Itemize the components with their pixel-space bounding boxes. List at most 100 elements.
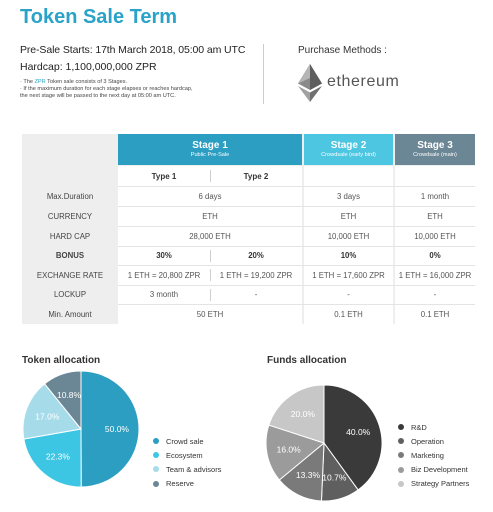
type2-label: Type 2 bbox=[243, 171, 269, 181]
table-cell: ETH bbox=[340, 211, 357, 221]
legend-swatch bbox=[398, 452, 404, 459]
legend-label: Strategy Partners bbox=[411, 479, 470, 489]
token-allocation-title: Token allocation bbox=[22, 355, 101, 366]
legend-label: R&D bbox=[411, 422, 427, 432]
row-divider bbox=[118, 304, 475, 305]
table-cell: 1 month bbox=[420, 191, 450, 201]
token-allocation-legend: Crowd sale Ecosystem Team & advisors Reserv… bbox=[153, 434, 221, 491]
presale-start: Pre-Sale Starts: 17th March 2018, 05:00 … bbox=[20, 44, 246, 56]
legend-item: Strategy Partners bbox=[398, 477, 469, 491]
stage-subtitle: Crowdsale (main) bbox=[413, 152, 457, 158]
token-sale-table: Stage 1 Public Pre-Sale Stage 2 Crowdsal… bbox=[22, 134, 475, 324]
note-line: · If the maximum duration for each stage… bbox=[20, 86, 193, 92]
legend-swatch bbox=[153, 452, 159, 459]
table-cell: 1 ETH = 17,600 ZPR bbox=[312, 270, 385, 280]
row-label-min-amount: Min. Amount bbox=[48, 309, 92, 319]
pie-slice-crowd-sale bbox=[80, 370, 140, 488]
pie-label: 13.3% bbox=[296, 470, 321, 480]
row-label-bonus: BONUS bbox=[55, 251, 85, 260]
stage1-header: Stage 1 Public Pre-Sale bbox=[118, 134, 302, 165]
note-line: the next stage will be passed to the nex… bbox=[20, 93, 176, 99]
row-label-currency: CURRENCY bbox=[47, 211, 93, 221]
legend-swatch bbox=[398, 438, 404, 445]
pie-label: 10.7% bbox=[322, 472, 347, 482]
funds-allocation-legend: R&D Operation Marketing Biz Development Stra… bbox=[398, 420, 469, 491]
purchase-methods-title: Purchase Methods : bbox=[298, 45, 387, 56]
legend-item: Reserve bbox=[153, 477, 221, 491]
legend-swatch bbox=[398, 480, 404, 487]
table-cell: 1 ETH = 16,000 ZPR bbox=[398, 270, 472, 280]
table-cell: 1 ETH = 20,800 ZPR bbox=[127, 270, 201, 280]
table-cell: 1 ETH = 19,200 ZPR bbox=[219, 270, 293, 280]
legend-label: Operation bbox=[411, 436, 444, 446]
legend-swatch bbox=[153, 438, 159, 445]
note-line: · The ZPR Token sale consists of 3 Stage… bbox=[20, 79, 128, 85]
table-cell: - bbox=[254, 290, 258, 299]
pie-label: 50.0% bbox=[105, 424, 130, 434]
funds-allocation-pie: 40.0% 10.7%13.3% 16.0% 20.0% bbox=[265, 384, 383, 502]
token-allocation-pie: 50.0% 22.3% 17.0% 10.8% bbox=[22, 370, 140, 488]
table-cell: 6 days bbox=[198, 191, 222, 201]
row-divider bbox=[118, 285, 475, 286]
row-divider bbox=[118, 206, 475, 207]
ethereum-icon bbox=[298, 64, 322, 102]
type-divider bbox=[210, 250, 211, 262]
type-divider bbox=[210, 269, 211, 281]
table-cell: 28,000 ETH bbox=[189, 231, 231, 241]
row-label-hard-cap: HARD CAP bbox=[49, 231, 91, 241]
stage-name: Stage 2 bbox=[330, 140, 367, 151]
pie-label: 20.0% bbox=[291, 409, 316, 419]
legend-item: Marketing bbox=[398, 448, 469, 462]
legend-label: Crowd sale bbox=[166, 436, 204, 446]
row-divider bbox=[118, 265, 475, 266]
stage3-header: Stage 3 Crowdsale (main) bbox=[395, 134, 475, 165]
divider bbox=[263, 44, 264, 104]
table-cell: ETH bbox=[427, 211, 443, 221]
table-cell: 0% bbox=[429, 251, 441, 260]
legend-swatch bbox=[398, 466, 404, 473]
legend-item: Biz Development bbox=[398, 463, 469, 477]
table-cell: ETH bbox=[202, 211, 218, 221]
table-cell: 30% bbox=[156, 251, 172, 260]
row-label-exchange-rate: EXCHANGE RATE bbox=[36, 270, 104, 280]
sale-notes: · The ZPR Token sale consists of 3 Stage… bbox=[20, 79, 250, 100]
pie-slice-reserve bbox=[43, 370, 82, 431]
stage2-column bbox=[304, 166, 393, 324]
pie-label: 16.0% bbox=[277, 445, 302, 455]
pie-label: 40.0% bbox=[346, 427, 371, 437]
legend-item: Ecosystem bbox=[153, 448, 221, 462]
legend-item: Team & advisors bbox=[153, 462, 221, 476]
pie-slice-ecosystem bbox=[23, 428, 82, 488]
pie-slice-r-d bbox=[323, 384, 383, 491]
row-divider bbox=[118, 186, 475, 187]
stage-subtitle: Crowdsale (early bird) bbox=[321, 152, 376, 158]
pie-slice-team-advisors bbox=[22, 383, 82, 440]
funds-allocation-title: Funds allocation bbox=[267, 355, 347, 366]
table-cell: - bbox=[347, 290, 350, 299]
stage-name: Stage 3 bbox=[417, 140, 453, 151]
table-cell: 10,000 ETH bbox=[414, 231, 456, 241]
table-cell: 10% bbox=[340, 251, 357, 260]
type-divider bbox=[210, 289, 211, 301]
page-title: Token Sale Term bbox=[20, 6, 178, 28]
table-cell: 0.1 ETH bbox=[334, 309, 363, 319]
hardcap: Hardcap: 1,100,000,000 ZPR bbox=[20, 61, 157, 73]
stage2-header: Stage 2 Crowdsale (early bird) bbox=[304, 134, 393, 165]
ethereum-logo-text: ethereum bbox=[327, 73, 400, 90]
row-label-lockup: LOCKUP bbox=[53, 290, 87, 299]
legend-swatch bbox=[153, 466, 159, 473]
legend-label: Ecosystem bbox=[166, 450, 203, 460]
legend-item: R&D bbox=[398, 420, 469, 434]
stage-subtitle: Public Pre-Sale bbox=[190, 152, 230, 158]
table-cell: 20% bbox=[248, 251, 264, 260]
row-divider bbox=[118, 226, 475, 227]
legend-swatch bbox=[398, 424, 404, 431]
table-cell: 3 days bbox=[337, 191, 360, 201]
table-cell: - bbox=[433, 290, 437, 299]
legend-item: Operation bbox=[398, 434, 469, 448]
row-label-max-duration: Max.Duration bbox=[46, 191, 94, 201]
legend-item: Crowd sale bbox=[153, 434, 221, 448]
type-divider bbox=[210, 170, 211, 182]
legend-label: Team & advisors bbox=[166, 464, 222, 474]
table-cell: 10,000 ETH bbox=[327, 231, 370, 241]
